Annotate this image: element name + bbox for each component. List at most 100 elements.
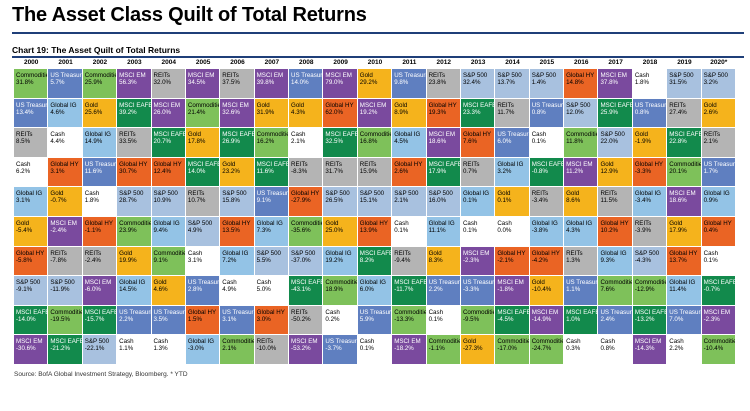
quilt-cell: S&P 500 4.9% [185,217,220,246]
return-value: 0.3% [566,345,581,353]
return-value: 21.4% [187,108,206,116]
asset-name: REITs [187,190,205,198]
asset-name: Commodities [359,131,391,139]
return-value: -5.8% [16,256,33,264]
return-value: -10.4% [703,345,724,353]
quilt-cell: Global IG 4.3% [564,217,598,246]
asset-name: US Treasuries [119,308,151,316]
asset-name: S&P 500 [566,101,591,109]
asset-name: MSCI EM [153,101,180,109]
quilt-cell: MSCI EM -14.3% [632,335,667,364]
quilt-cell: MSCI EM 18.6% [667,187,701,216]
quilt-cell: MSCI EM -2.3% [460,246,495,276]
return-value: 6.0% [497,138,512,146]
quilt-cell: MSCI EAFE 32.5% [323,128,357,157]
year-label: 2011 [402,59,417,66]
return-value: 4.9% [187,227,202,234]
asset-name: Global IG [359,279,386,287]
quilt-cell: Global HY 13.5% [220,217,254,246]
asset-name: Gold [291,101,305,109]
asset-name: MSCI EAFE [669,131,701,139]
asset-name: US Treasuries [222,308,254,316]
return-value: 13.9% [359,227,378,234]
quilt-cell: Gold 17.8% [185,128,220,157]
return-value: 11.1% [428,227,446,234]
asset-name: Cash [497,220,512,227]
return-value: 3.1% [50,167,65,175]
return-value: 3.1% [222,315,237,323]
asset-name: MSCI EM [222,101,249,109]
return-value: 8.2% [359,256,374,264]
return-value: 1.8% [634,79,649,86]
quilt-cell: MSCI EM -2.3% [701,305,735,335]
asset-name: Global HY [703,220,732,227]
return-value: 2.6% [703,108,718,116]
quilt-cell: Cash 0.8% [598,335,632,364]
return-value: 32.6% [222,108,240,116]
quilt-cell: US Treasuries3.1% [220,305,254,335]
quilt-cell: Gold 0.1% [495,187,529,216]
quilt-cell: Commodities-19.5% [48,305,82,335]
quilt-cell: REITs 0.7% [460,157,495,187]
quilt-cell: Global HY 14.8% [564,69,598,98]
return-value: 31.5% [669,79,687,86]
asset-name: MSCI EAFE [256,160,289,168]
quilt-cell: MSCI EAFE 17.9% [426,157,460,187]
return-value: 0.2% [325,315,340,323]
asset-quilt-grid: Commodities31.8%US Treasuries13.4%REITs8… [14,69,736,365]
quilt-cell: Gold 17.9% [667,217,701,246]
quilt-cell: US Treasuries9.8% [392,69,426,98]
return-value: 0.1% [359,345,374,353]
quilt-cell: Commodities31.8% [14,69,48,98]
return-value: 11.7% [497,108,515,116]
return-value: 4.9% [222,286,237,294]
quilt-cell: MSCI EAFE -4.5% [495,305,529,335]
asset-name: REITs [119,131,136,139]
quilt-cell: Commodities-12.9% [632,276,667,305]
asset-name: Cash [634,72,650,79]
return-value: 2.1% [394,197,409,205]
return-value: 25.9% [84,79,103,86]
quilt-cell: MSCI EAFE 26.9% [220,128,254,157]
quilt-cell: MSCI EAFE 8.2% [357,246,392,276]
return-value: 20.7% [153,138,172,146]
asset-name: MSCI EAFE [703,279,735,287]
asset-name: MSCI EM [566,160,593,168]
quilt-cell: MSCI EM 18.6% [426,128,460,157]
return-value: 11.2% [566,167,584,175]
asset-name: Global IG [531,220,558,227]
asset-name: REITs [669,101,686,109]
return-value: 28.7% [119,197,137,205]
quilt-cell: MSCI EM 56.3% [117,69,151,98]
asset-name: Commodities [531,338,563,346]
asset-name: US Treasuries [50,72,82,79]
return-value: 39.8% [256,79,275,86]
asset-name: Global HY [84,220,113,227]
asset-name: Commodities [703,338,735,346]
quilt-cell: REITs 27.4% [667,98,701,128]
quilt-cell: S&P 500 5.5% [254,246,289,276]
asset-name: Gold [428,249,442,257]
chart-subtitle: Chart 19: The Asset Quilt of Total Retur… [12,45,181,55]
asset-name: Global IG [153,220,180,227]
asset-name: Global IG [497,160,524,168]
return-value: 3.0% [256,315,271,323]
return-value: -30.6% [16,345,36,353]
quilt-cell: S&P 500 15.8% [220,187,254,216]
return-value: 12.9% [600,167,619,175]
return-value: 0.8% [634,108,649,116]
asset-name: Cash [462,220,478,227]
return-value: 11.4% [669,286,687,294]
return-value: 25.0% [325,227,343,234]
quilt-cell: MSCI EAFE 1.0% [564,305,598,335]
asset-name: S&P 500 [394,190,419,198]
return-value: 79.0% [325,79,343,86]
quilt-cell: S&P 500 16.0% [426,187,460,216]
quilt-cell: MSCI EM -14.9% [529,305,564,335]
asset-name: Commodities [119,220,150,227]
return-value: 20.1% [669,167,687,175]
quilt-cell: US Treasuries2.4% [598,305,632,335]
asset-name: Commodities [566,131,597,139]
quilt-cell: US Treasuries9.1% [254,187,289,216]
quilt-cell: Gold 2.6% [701,98,735,128]
